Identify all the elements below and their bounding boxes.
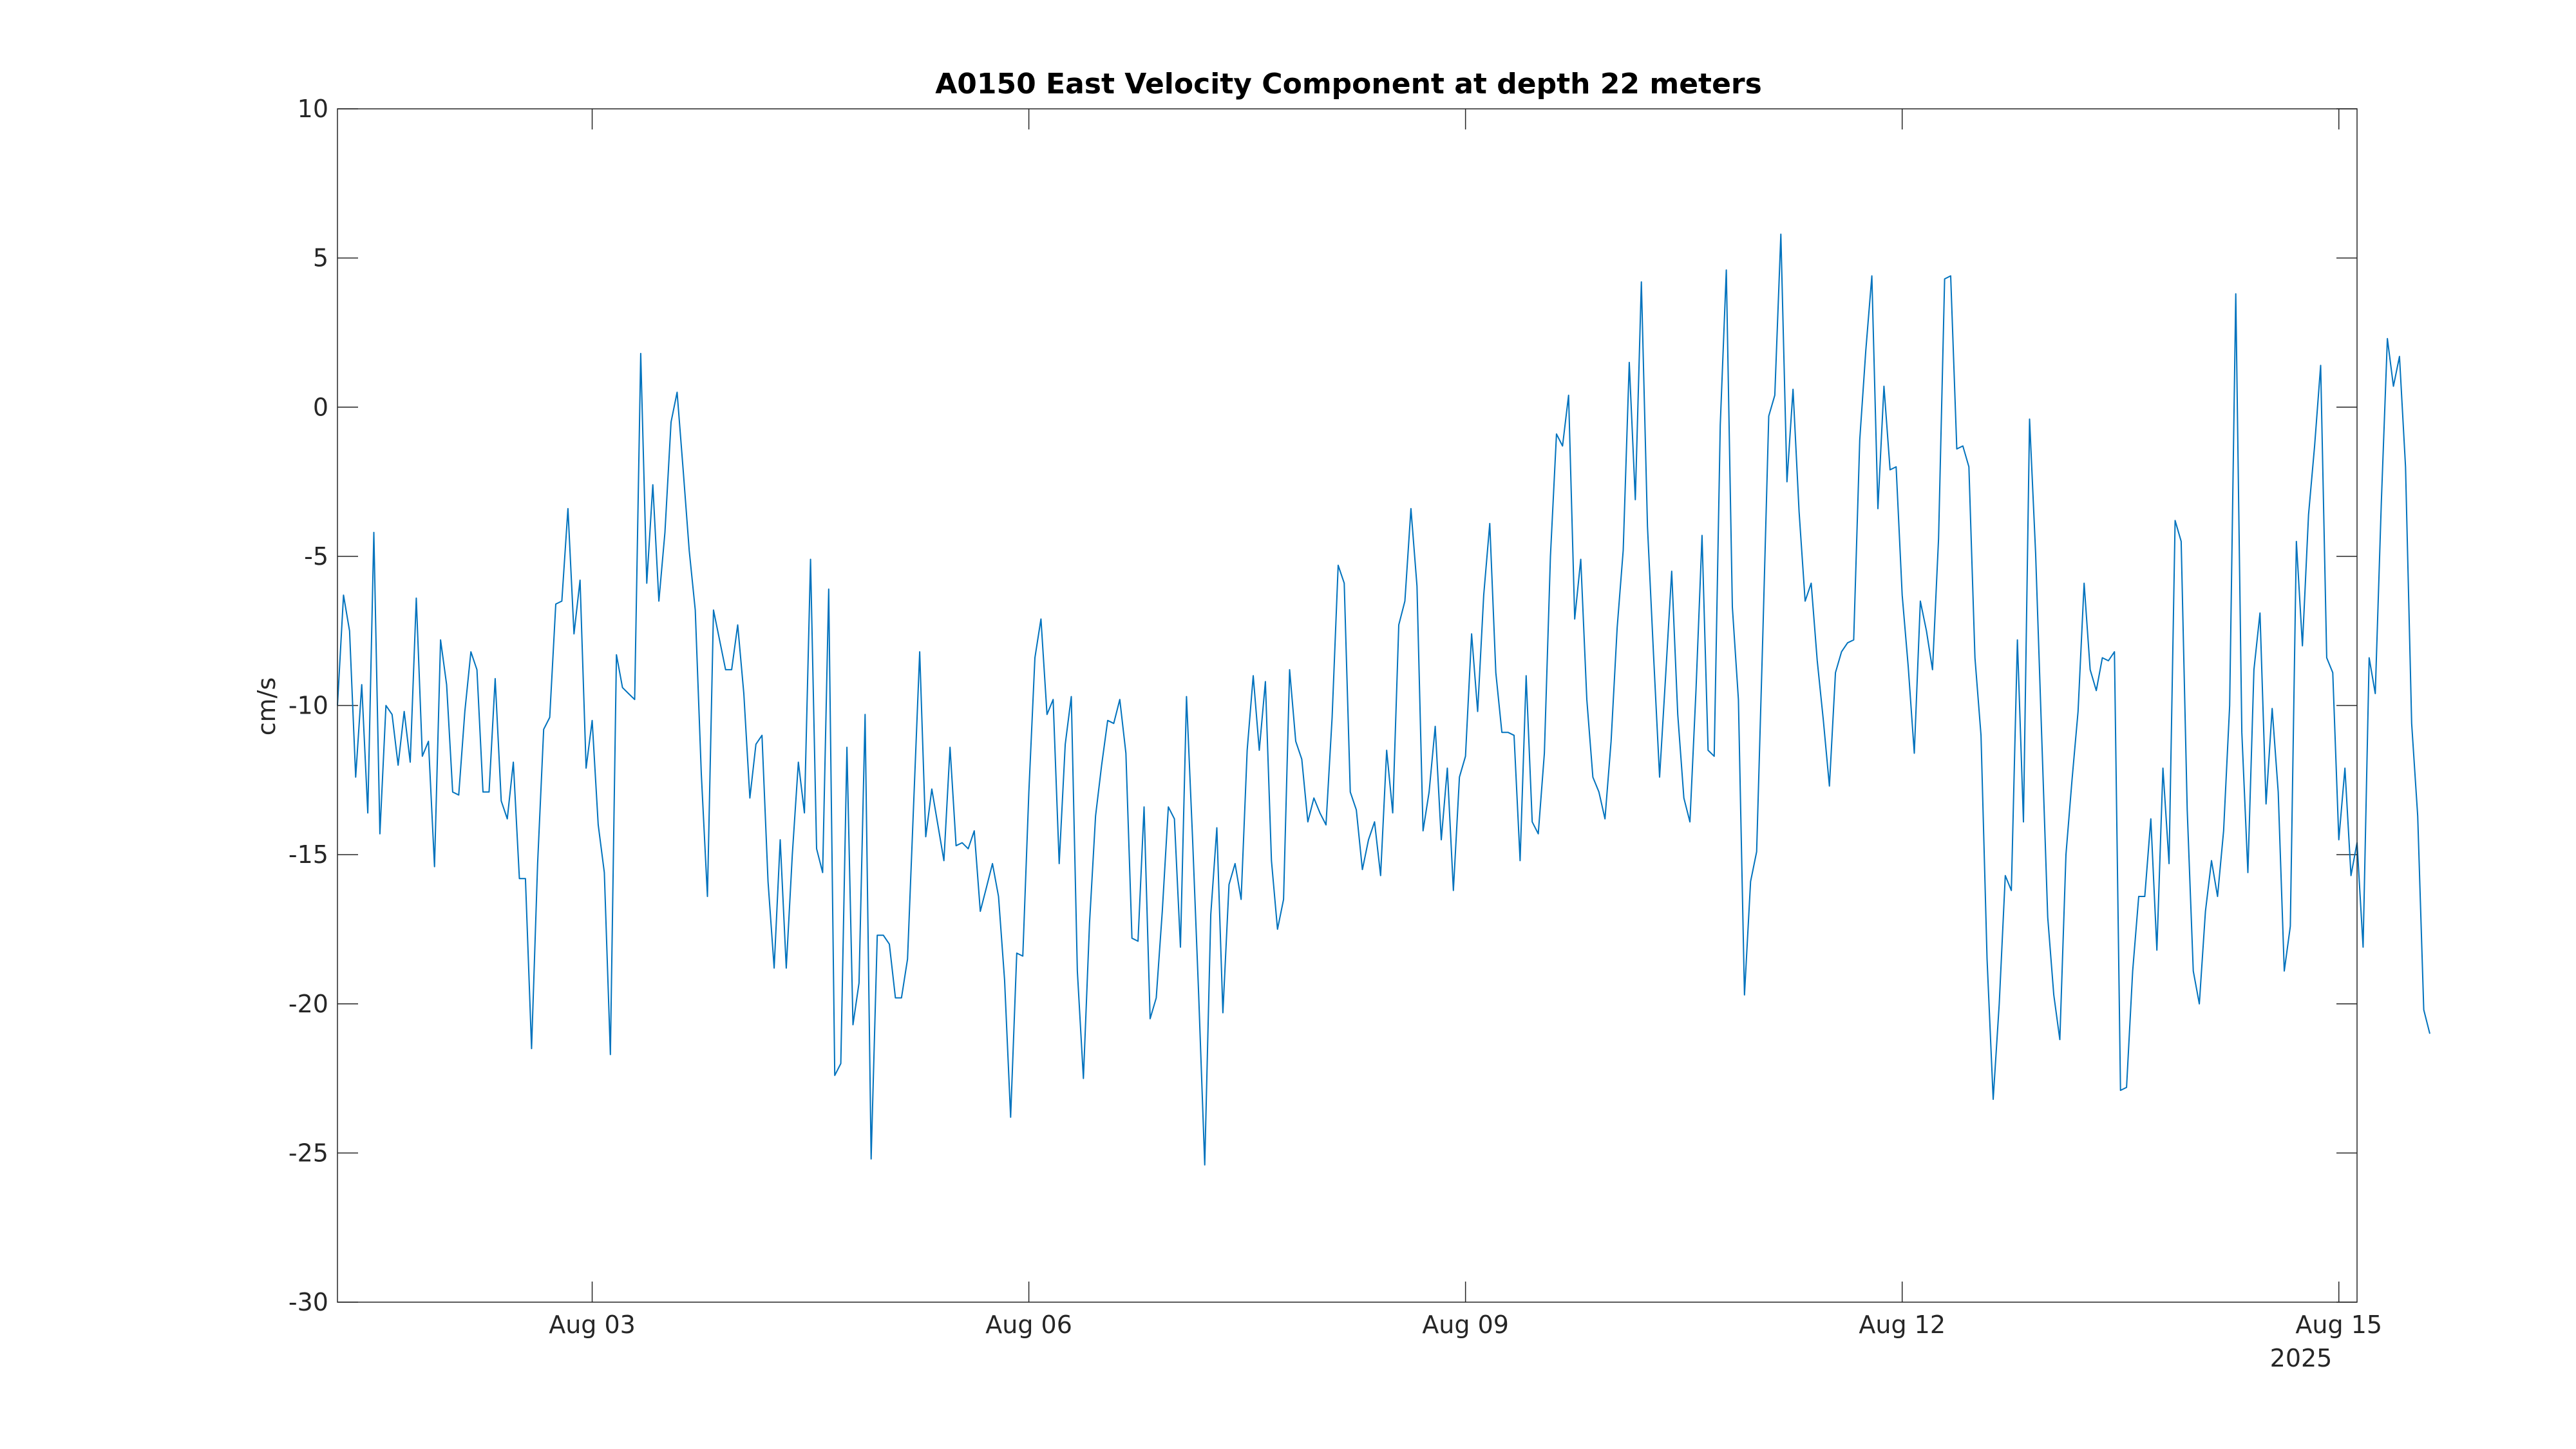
y-tick-label: -20: [289, 990, 328, 1018]
x-axis: Aug 03 Aug 06 Aug 09 Aug 12 Aug 15: [549, 109, 2382, 1339]
chart-title: A0150 East Velocity Component at depth 2…: [935, 68, 1762, 100]
y-tick-label: -5: [304, 542, 328, 571]
y-tick-label: 0: [313, 393, 328, 421]
x-tick-label: Aug 15: [2295, 1311, 2382, 1339]
x-tick-label: Aug 09: [1422, 1311, 1509, 1339]
x-tick-label: Aug 03: [549, 1311, 636, 1339]
y-tick-label: -10: [289, 692, 328, 720]
y-tick-label: 5: [313, 244, 328, 272]
y-tick-label: -15: [289, 840, 328, 869]
y-axis: -30 -25 -20 -15 -10 -5 0 5 10: [289, 95, 2357, 1316]
x-tick-label: Aug 06: [985, 1311, 1072, 1339]
y-tick-label: -30: [289, 1288, 328, 1316]
y-tick-label: -25: [289, 1139, 328, 1167]
x-tick-label: Aug 12: [1859, 1311, 1946, 1339]
y-tick-label: 10: [298, 95, 328, 123]
series-group: [337, 233, 2430, 1166]
y-axis-label: cm/s: [252, 677, 281, 736]
series-line-1: [337, 233, 2430, 1166]
x-axis-secondary-label: 2025: [2270, 1344, 2333, 1372]
plot-area-frame: [337, 108, 2358, 1303]
